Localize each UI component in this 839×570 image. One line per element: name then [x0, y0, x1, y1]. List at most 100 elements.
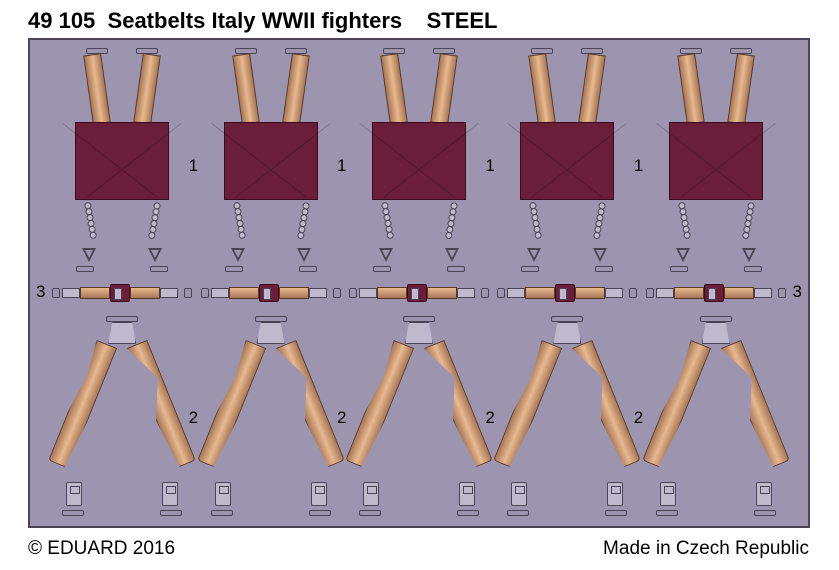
sprue-slot	[700, 316, 732, 322]
belt-fitting	[507, 288, 525, 298]
seat-cushion	[224, 122, 318, 200]
part1-instance: 1	[497, 48, 637, 272]
belt-fitting	[309, 288, 327, 298]
sprue-slot	[62, 510, 84, 516]
photoetch-fret: 1 1 1	[28, 38, 810, 528]
chain-r	[443, 202, 457, 250]
shoulder-strap-r	[133, 53, 161, 125]
belt-buckle	[259, 284, 279, 302]
shoulder-strap-l	[529, 53, 557, 125]
sprue-slot	[373, 266, 391, 272]
tri-clip-l	[676, 248, 690, 262]
y-clip-r	[162, 482, 178, 506]
belt-fitting	[605, 288, 623, 298]
belt-buckle	[407, 284, 427, 302]
belt-fitting	[457, 288, 475, 298]
chain-r	[591, 202, 605, 250]
shoulder-strap-r	[727, 53, 755, 125]
seat-cushion	[372, 122, 466, 200]
sprue-slot	[646, 288, 654, 298]
y-top-fitting	[702, 322, 730, 344]
part3-instance	[497, 278, 637, 308]
sprue-slot	[551, 316, 583, 322]
sprue-slot	[52, 288, 60, 298]
shoulder-strap-l	[677, 53, 705, 125]
y-strap-r	[721, 340, 790, 469]
part2-instance: 2	[349, 316, 489, 520]
sprue-slot	[670, 266, 688, 272]
part1-instance: 1	[646, 48, 786, 272]
origin: Made in Czech Republic	[603, 538, 809, 560]
y-clip-l	[511, 482, 527, 506]
sprue-slot	[309, 510, 331, 516]
chain-l	[529, 202, 543, 250]
part1-label: 1	[189, 156, 198, 176]
belt-buckle	[704, 284, 724, 302]
belt-segment	[229, 287, 259, 299]
y-strap-l	[48, 340, 117, 469]
tri-clip-l	[379, 248, 393, 262]
belt-segment	[377, 287, 407, 299]
tri-clip-l	[82, 248, 96, 262]
belt-segment	[575, 287, 605, 299]
sprue-slot	[629, 288, 637, 298]
part2-label: 2	[337, 408, 346, 428]
part1-instance	[52, 48, 192, 272]
sprue-slot	[211, 510, 233, 516]
seat-cushion	[520, 122, 614, 200]
y-strap-r	[127, 340, 196, 469]
chain-r	[294, 202, 308, 250]
part3-instance	[646, 278, 786, 308]
belt-fitting	[211, 288, 229, 298]
sprue-slot	[497, 288, 505, 298]
tri-clip-r	[297, 248, 311, 262]
sprue-slot	[255, 316, 287, 322]
belt-buckle	[110, 284, 130, 302]
sprue-slot	[359, 510, 381, 516]
part1-label: 1	[634, 156, 643, 176]
sprue-slot	[656, 510, 678, 516]
sprue-slot	[744, 266, 762, 272]
part2-instance: 2	[497, 316, 637, 520]
y-clip-r	[607, 482, 623, 506]
sprue-slot	[521, 266, 539, 272]
sprue-slot	[201, 288, 209, 298]
chain-l	[84, 202, 98, 250]
part1-instance: 1	[349, 48, 489, 272]
shoulder-strap-l	[380, 53, 408, 125]
y-clip-l	[66, 482, 82, 506]
tri-clip-r	[148, 248, 162, 262]
sprue-slot	[150, 266, 168, 272]
y-clip-r	[459, 482, 475, 506]
belt-segment	[724, 287, 754, 299]
y-strap-l	[642, 340, 711, 469]
sprue-slot	[457, 510, 479, 516]
part2-instance	[52, 316, 192, 520]
y-strap-l	[345, 340, 414, 469]
lap-belt	[359, 286, 479, 300]
part3-instance	[52, 278, 192, 308]
part3-instance	[201, 278, 341, 308]
shoulder-strap-r	[579, 53, 607, 125]
belt-segment	[130, 287, 160, 299]
shoulder-strap-r	[430, 53, 458, 125]
sprue-slot	[333, 288, 341, 298]
belt-segment	[279, 287, 309, 299]
shoulder-strap-l	[232, 53, 260, 125]
sprue-slot	[507, 510, 529, 516]
belt-fitting	[754, 288, 772, 298]
chain-l	[232, 202, 246, 250]
part1-label: 1	[337, 156, 346, 176]
y-clip-l	[215, 482, 231, 506]
belt-fitting	[62, 288, 80, 298]
chain-r	[146, 202, 160, 250]
y-top-fitting	[405, 322, 433, 344]
sprue-slot	[184, 288, 192, 298]
tri-clip-r	[742, 248, 756, 262]
lap-belt	[507, 286, 627, 300]
y-strap-l	[197, 340, 266, 469]
part2-instance: 2	[646, 316, 786, 520]
variant: STEEL	[427, 8, 498, 33]
belt-fitting	[359, 288, 377, 298]
lap-belt	[656, 286, 776, 300]
